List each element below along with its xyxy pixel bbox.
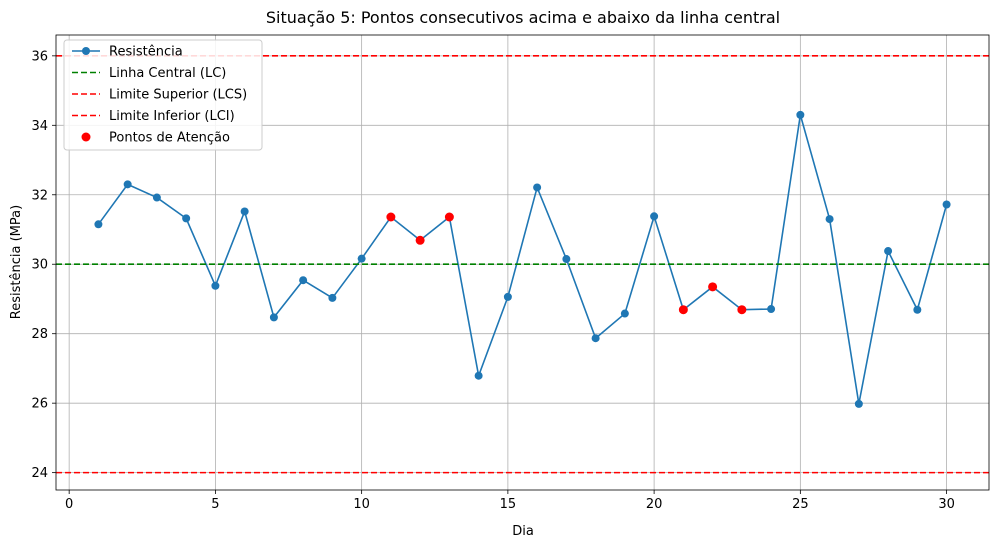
legend-marker: [81, 132, 91, 142]
y-tick-label: 28: [31, 327, 48, 342]
data-point: [269, 313, 278, 322]
y-tick-label: 32: [31, 188, 48, 203]
data-point: [854, 399, 863, 408]
attention-point: [678, 305, 688, 315]
x-tick-label: 0: [65, 497, 73, 512]
attention-point: [444, 212, 454, 222]
y-tick-label: 34: [31, 119, 48, 134]
data-point: [152, 193, 161, 202]
data-point: [562, 255, 571, 264]
y-tick-label: 24: [31, 466, 48, 481]
x-tick-label: 20: [646, 497, 663, 512]
attention-point: [708, 282, 718, 292]
legend-label: Pontos de Atenção: [109, 131, 230, 146]
attention-point: [386, 212, 396, 222]
data-point: [825, 215, 834, 224]
data-point: [942, 200, 951, 209]
legend-label: Linha Central (LC): [109, 66, 226, 81]
data-point: [474, 371, 483, 380]
y-tick-label: 30: [31, 258, 48, 273]
x-tick-label: 25: [792, 497, 809, 512]
data-point: [650, 212, 659, 221]
x-axis-label: Dia: [512, 524, 534, 539]
data-point: [299, 276, 308, 285]
legend-marker: [82, 47, 90, 55]
data-point: [328, 293, 337, 302]
data-point: [94, 220, 103, 229]
data-point: [796, 110, 805, 119]
y-tick-label: 26: [31, 397, 48, 412]
legend: Resistência Linha Central (LC) Limite Supe…: [63, 39, 263, 151]
data-point: [591, 334, 600, 343]
x-tick-label: 5: [211, 497, 219, 512]
y-tick-label: 36: [31, 49, 48, 64]
data-point: [767, 305, 776, 314]
data-point: [123, 180, 132, 189]
data-point: [182, 214, 191, 223]
y-axis-label: Resistência (MPa): [9, 205, 24, 319]
x-tick-label: 15: [500, 497, 517, 512]
legend-label: Limite Inferior (LCI): [109, 109, 235, 124]
data-point: [240, 207, 249, 216]
attention-point: [737, 305, 747, 315]
data-point: [533, 183, 542, 192]
x-tick-label: 10: [353, 497, 370, 512]
chart-title: Situação 5: Pontos consecutivos acima e …: [266, 8, 780, 27]
data-point: [913, 305, 922, 314]
legend-box: [63, 39, 263, 151]
axes-frame: [55, 34, 990, 491]
legend-label: Limite Superior (LCS): [109, 88, 247, 103]
data-point: [620, 309, 629, 318]
legend-label: Resistência: [109, 45, 183, 60]
attention-point: [415, 235, 425, 245]
data-point: [884, 247, 893, 256]
data-point: [211, 281, 220, 290]
x-tick-label: 30: [938, 497, 955, 512]
data-point: [503, 292, 512, 301]
series-line: [97, 114, 948, 405]
data-point: [357, 254, 366, 263]
